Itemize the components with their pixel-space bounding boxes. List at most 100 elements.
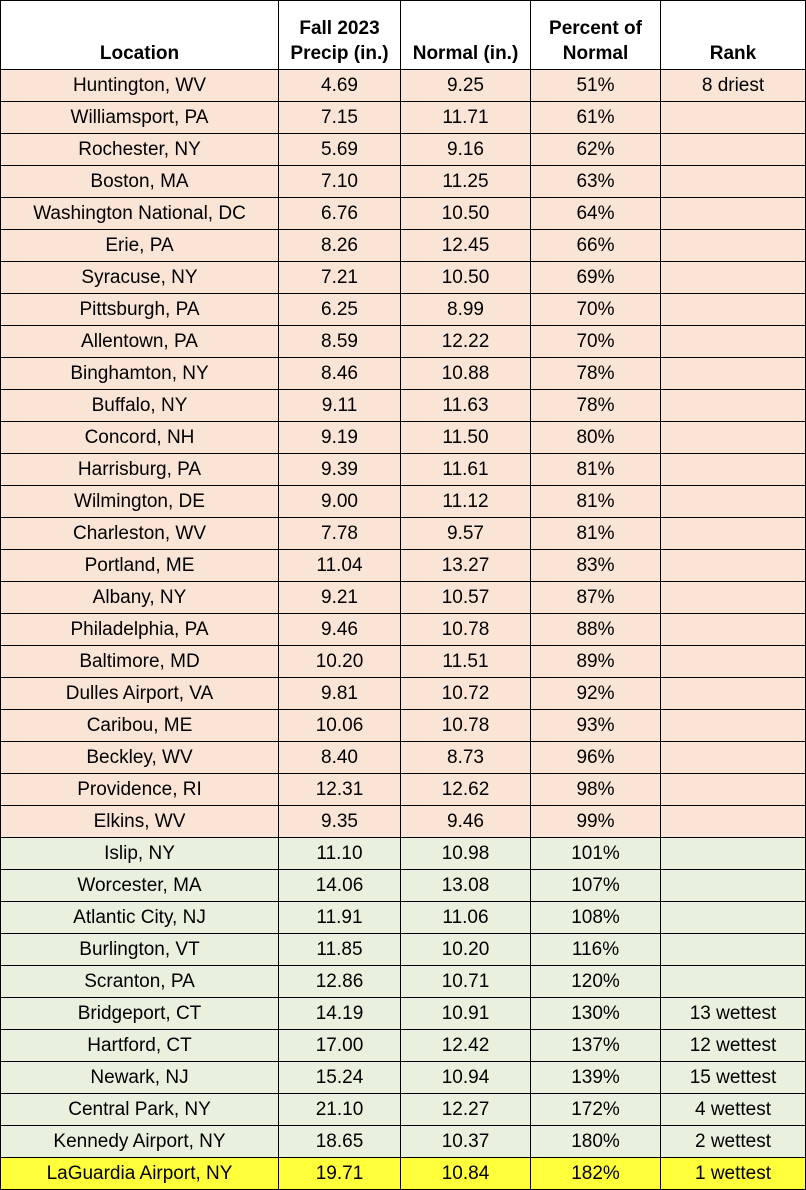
rank-cell [661, 582, 805, 613]
fall-precip-cell: 15.24 [279, 1062, 400, 1093]
normal-precip-cell: 10.71 [401, 966, 530, 997]
fall-precip-cell: 4.69 [279, 70, 400, 101]
fall-precip-cell: 10.06 [279, 710, 400, 741]
rank-cell [661, 838, 805, 869]
percent-of-normal-cell: 130% [531, 998, 660, 1029]
normal-precip-cell: 11.63 [401, 390, 530, 421]
percent-of-normal-cell: 81% [531, 518, 660, 549]
fall-precip-cell: 12.31 [279, 774, 400, 805]
normal-precip-cell: 11.71 [401, 102, 530, 133]
percent-of-normal-cell: 98% [531, 774, 660, 805]
rank-cell: 13 wettest [661, 998, 805, 1029]
percent-of-normal-cell: 101% [531, 838, 660, 869]
normal-precip-cell: 8.99 [401, 294, 530, 325]
normal-precip-cell: 10.37 [401, 1126, 530, 1157]
normal-precip-cell: 12.42 [401, 1030, 530, 1061]
percent-of-normal-cell: 69% [531, 262, 660, 293]
rank-cell: 1 wettest [661, 1158, 805, 1189]
percent-of-normal-cell: 81% [531, 486, 660, 517]
percent-of-normal-cell: 89% [531, 646, 660, 677]
normal-precip-cell: 11.12 [401, 486, 530, 517]
percent-of-normal-cell: 116% [531, 934, 660, 965]
percent-of-normal-cell: 87% [531, 582, 660, 613]
normal-precip-cell: 13.08 [401, 870, 530, 901]
fall-precip-cell: 8.59 [279, 326, 400, 357]
location-cell: Portland, ME [1, 550, 278, 581]
fall-precip-cell: 9.39 [279, 454, 400, 485]
location-cell: Burlington, VT [1, 934, 278, 965]
fall-precip-cell: 8.40 [279, 742, 400, 773]
normal-precip-cell: 10.98 [401, 838, 530, 869]
percent-of-normal-cell: 70% [531, 294, 660, 325]
normal-precip-cell: 13.27 [401, 550, 530, 581]
location-cell: Boston, MA [1, 166, 278, 197]
percent-of-normal-cell: 83% [531, 550, 660, 581]
rank-cell [661, 230, 805, 261]
normal-precip-cell: 10.91 [401, 998, 530, 1029]
fall-precip-cell: 19.71 [279, 1158, 400, 1189]
percent-of-normal-cell: 108% [531, 902, 660, 933]
header-cell: Location [1, 1, 278, 69]
location-cell: Islip, NY [1, 838, 278, 869]
header-cell: Normal (in.) [401, 1, 530, 69]
normal-precip-cell: 11.06 [401, 902, 530, 933]
rank-cell [661, 166, 805, 197]
fall-precip-cell: 9.19 [279, 422, 400, 453]
rank-cell [661, 198, 805, 229]
rank-cell [661, 966, 805, 997]
normal-precip-cell: 10.72 [401, 678, 530, 709]
percent-of-normal-cell: 182% [531, 1158, 660, 1189]
header-cell: Percent of Normal [531, 1, 660, 69]
normal-precip-cell: 12.45 [401, 230, 530, 261]
fall-precip-cell: 7.10 [279, 166, 400, 197]
rank-cell [661, 934, 805, 965]
header-cell: Rank [661, 1, 805, 69]
fall-precip-cell: 8.46 [279, 358, 400, 389]
location-cell: Buffalo, NY [1, 390, 278, 421]
normal-precip-cell: 11.61 [401, 454, 530, 485]
fall-precip-cell: 9.81 [279, 678, 400, 709]
location-cell: Scranton, PA [1, 966, 278, 997]
normal-precip-cell: 10.50 [401, 262, 530, 293]
rank-cell [661, 326, 805, 357]
rank-cell [661, 518, 805, 549]
location-cell: Charleston, WV [1, 518, 278, 549]
header-cell: Fall 2023 Precip (in.) [279, 1, 400, 69]
rank-cell [661, 646, 805, 677]
percent-of-normal-cell: 61% [531, 102, 660, 133]
fall-precip-cell: 5.69 [279, 134, 400, 165]
rank-cell [661, 614, 805, 645]
location-cell: Binghamton, NY [1, 358, 278, 389]
fall-precip-cell: 14.06 [279, 870, 400, 901]
location-cell: Central Park, NY [1, 1094, 278, 1125]
fall-precip-cell: 11.91 [279, 902, 400, 933]
fall-precip-cell: 21.10 [279, 1094, 400, 1125]
location-cell: Caribou, ME [1, 710, 278, 741]
normal-precip-cell: 9.57 [401, 518, 530, 549]
location-cell: Syracuse, NY [1, 262, 278, 293]
location-cell: Concord, NH [1, 422, 278, 453]
normal-precip-cell: 9.25 [401, 70, 530, 101]
rank-cell [661, 422, 805, 453]
rank-cell [661, 454, 805, 485]
percent-of-normal-cell: 88% [531, 614, 660, 645]
percent-of-normal-cell: 51% [531, 70, 660, 101]
location-cell: Hartford, CT [1, 1030, 278, 1061]
percent-of-normal-cell: 92% [531, 678, 660, 709]
normal-precip-cell: 10.20 [401, 934, 530, 965]
fall-precip-cell: 8.26 [279, 230, 400, 261]
percent-of-normal-cell: 96% [531, 742, 660, 773]
rank-cell: 4 wettest [661, 1094, 805, 1125]
percent-of-normal-cell: 99% [531, 806, 660, 837]
fall-precip-cell: 17.00 [279, 1030, 400, 1061]
percent-of-normal-cell: 63% [531, 166, 660, 197]
rank-cell [661, 902, 805, 933]
normal-precip-cell: 12.62 [401, 774, 530, 805]
normal-precip-cell: 11.25 [401, 166, 530, 197]
location-cell: Bridgeport, CT [1, 998, 278, 1029]
rank-cell: 2 wettest [661, 1126, 805, 1157]
location-cell: Huntington, WV [1, 70, 278, 101]
rank-cell [661, 742, 805, 773]
location-cell: Beckley, WV [1, 742, 278, 773]
